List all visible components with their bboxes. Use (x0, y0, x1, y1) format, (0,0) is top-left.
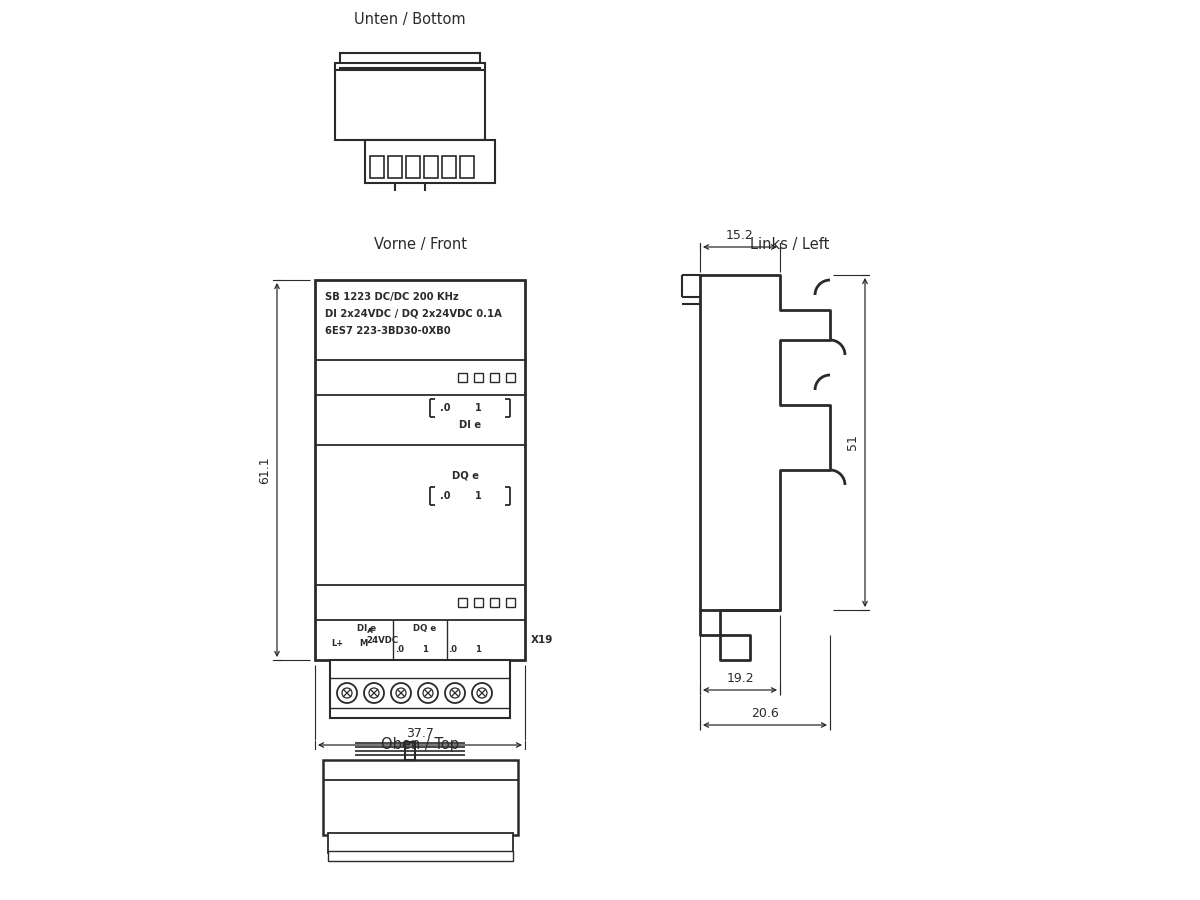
Bar (370, 156, 384, 178)
Bar (474, 598, 482, 607)
Bar (458, 598, 467, 607)
Bar (474, 373, 482, 382)
Text: 1: 1 (475, 403, 481, 413)
Text: 1: 1 (475, 491, 481, 501)
Bar (340, 53, 480, 65)
Bar (506, 373, 515, 382)
Text: 15.2: 15.2 (726, 229, 754, 242)
Text: .0: .0 (449, 645, 457, 654)
Bar (490, 598, 499, 607)
Bar (330, 660, 510, 718)
Bar (335, 70, 485, 140)
Text: DI e: DI e (358, 624, 377, 633)
Text: Oben / Top: Oben / Top (382, 737, 458, 752)
Text: Links / Left: Links / Left (750, 237, 829, 252)
Text: 19.2: 19.2 (726, 672, 754, 685)
Text: M: M (359, 640, 367, 649)
Bar (340, 68, 480, 78)
Text: X19: X19 (530, 635, 553, 645)
Bar (506, 598, 515, 607)
Bar (314, 280, 526, 660)
Bar (328, 833, 512, 853)
Bar (460, 156, 474, 178)
Text: 51: 51 (846, 435, 859, 450)
Text: 1: 1 (422, 645, 428, 654)
Bar (328, 851, 512, 861)
Bar (406, 156, 420, 178)
Text: 24VDC: 24VDC (366, 636, 398, 645)
Bar (442, 156, 456, 178)
Text: L+: L+ (331, 640, 343, 649)
Bar (424, 156, 438, 178)
Bar (490, 373, 499, 382)
Text: .0: .0 (440, 403, 450, 413)
Text: .0: .0 (396, 645, 404, 654)
Text: Unten / Bottom: Unten / Bottom (354, 12, 466, 27)
Bar (388, 156, 402, 178)
Text: SB 1223 DC/DC 200 KHz: SB 1223 DC/DC 200 KHz (325, 292, 458, 302)
Text: DQ e: DQ e (413, 624, 437, 633)
Text: DI e: DI e (458, 420, 481, 430)
Text: DQ e: DQ e (451, 470, 479, 480)
Bar (406, 742, 415, 760)
Text: 61.1: 61.1 (258, 456, 271, 484)
Text: .0: .0 (440, 491, 450, 501)
Text: 20.6: 20.6 (751, 707, 779, 720)
Text: DI 2x24VDC / DQ 2x24VDC 0.1A: DI 2x24VDC / DQ 2x24VDC 0.1A (325, 309, 502, 319)
Bar (365, 140, 496, 183)
Text: 1: 1 (475, 645, 481, 654)
Text: 6ES7 223-3BD30-0XB0: 6ES7 223-3BD30-0XB0 (325, 326, 451, 336)
Bar (335, 63, 485, 70)
Text: Vorne / Front: Vorne / Front (373, 237, 467, 252)
Bar (323, 760, 517, 835)
Text: 37.7: 37.7 (406, 727, 434, 740)
Bar (458, 373, 467, 382)
